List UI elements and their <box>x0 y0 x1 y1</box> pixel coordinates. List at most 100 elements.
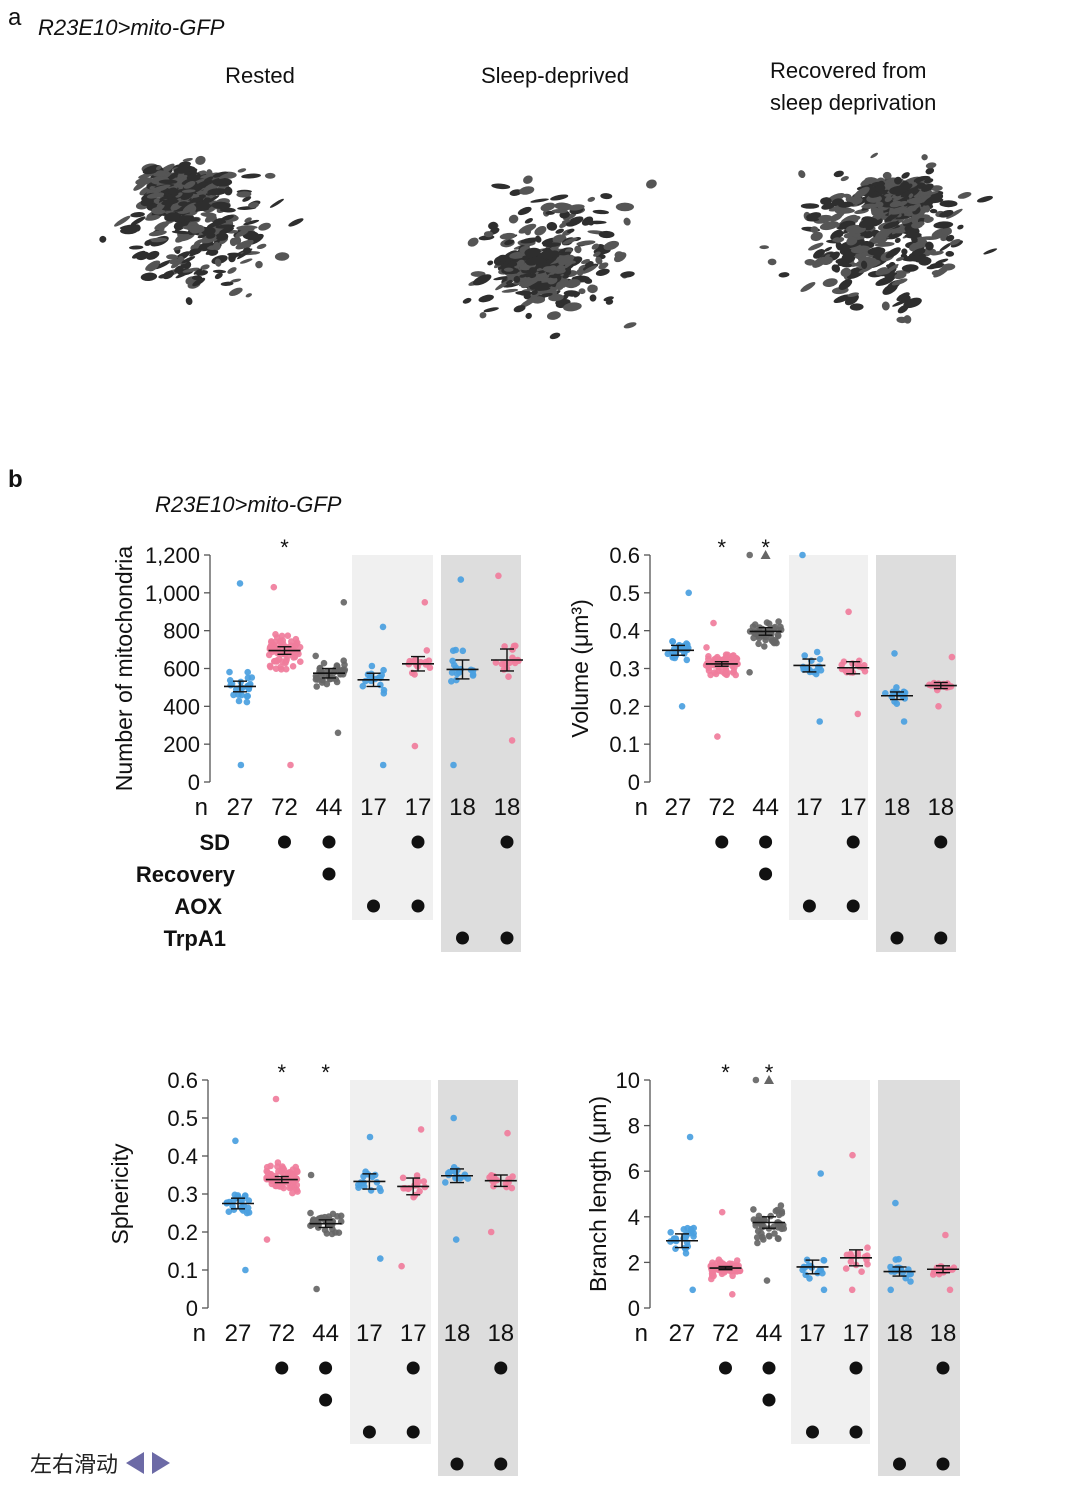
data-point <box>411 1182 418 1189</box>
mitochondrion-blob <box>132 250 146 259</box>
y-tick-label: 0.4 <box>609 619 640 644</box>
mitochondrion-blob <box>170 261 180 269</box>
data-point <box>242 1266 249 1274</box>
mitochondrion-blob <box>584 278 593 284</box>
mitochondrion-blob <box>220 214 234 221</box>
mitochondrion-blob <box>598 230 615 239</box>
data-point <box>340 657 348 664</box>
mitochondrion-blob <box>192 201 209 210</box>
data-point <box>313 683 321 690</box>
factor-dot <box>500 931 514 945</box>
factor-dot <box>934 835 948 849</box>
mitochondrion-blob <box>540 256 558 268</box>
mitochondrion-blob <box>831 231 844 238</box>
data-point <box>270 658 278 665</box>
mitochondrion-blob <box>114 215 131 227</box>
data-point <box>232 1137 239 1145</box>
mitochondrion-blob <box>939 200 958 208</box>
mitochondrion-blob <box>767 258 777 266</box>
mitochondrion-blob <box>623 322 637 329</box>
n-label: n <box>635 1320 648 1347</box>
data-point <box>235 697 243 705</box>
y-tick-label: 8 <box>628 1114 640 1139</box>
mitochondrion-blob <box>548 274 559 279</box>
mitochondrion-blob <box>819 221 840 231</box>
mitochondrion-blob <box>517 206 532 216</box>
mitochondrion-blob <box>211 201 231 210</box>
data-point <box>746 551 753 559</box>
mitochondrion-blob <box>483 307 499 313</box>
data-point <box>236 580 244 587</box>
data-point <box>672 1245 679 1252</box>
y-tick-label: 0.6 <box>167 1068 198 1093</box>
factor-dot <box>456 931 469 945</box>
mitochondrion-blob <box>546 311 561 320</box>
mitochondrion-blob <box>556 280 568 289</box>
factor-dot <box>759 867 773 881</box>
y-tick-label: 0 <box>628 1296 640 1321</box>
data-point <box>426 664 434 671</box>
swipe-nav: 左右滑动 <box>30 1447 171 1479</box>
mitochondrion-blob <box>144 239 152 246</box>
mitochondrion-blob <box>534 258 547 265</box>
y-tick-label: 10 <box>616 1068 640 1093</box>
data-point <box>703 644 710 651</box>
data-point <box>854 710 862 718</box>
mitochondrion-blob <box>206 169 213 178</box>
mitochondrion-blob <box>200 241 214 250</box>
mitochondrion-blob <box>166 187 178 195</box>
arrow-left-icon[interactable] <box>126 1452 145 1474</box>
data-point <box>263 1236 271 1243</box>
data-point <box>689 1286 696 1294</box>
data-point <box>421 599 429 606</box>
n-value: 18 <box>927 794 954 821</box>
n-value: 18 <box>449 794 476 821</box>
mitochondrion-blob <box>592 209 609 215</box>
mitochondrion-blob <box>207 248 219 256</box>
y-tick-label: 400 <box>163 694 200 719</box>
data-point <box>711 659 718 667</box>
data-point <box>334 729 342 737</box>
mitochondrion-blob <box>178 201 188 206</box>
mitochondrion-blob <box>561 219 571 224</box>
mitochondrion-blob <box>467 237 479 247</box>
mitochondrion-blob <box>236 191 252 198</box>
mitochondrion-blob <box>567 228 575 234</box>
n-value: 44 <box>316 794 343 821</box>
mitochondrion-blob <box>243 219 260 226</box>
data-point <box>442 1179 449 1186</box>
mitochondrion-blob <box>930 185 943 192</box>
mitochondrion-blob <box>154 221 170 231</box>
condition-sleep-deprived: Sleep-deprived <box>481 63 629 88</box>
mitochondrion-blob <box>478 294 494 303</box>
data-point <box>289 663 297 670</box>
data-point <box>360 1179 367 1186</box>
data-point <box>769 638 777 646</box>
data-point <box>718 1270 726 1278</box>
data-point <box>268 638 275 645</box>
factor-dot <box>762 1361 776 1375</box>
mitochondrion-blob <box>946 208 963 219</box>
data-point <box>817 1170 824 1177</box>
factor-label: SD <box>199 830 230 855</box>
shade-aox <box>791 1080 870 1444</box>
n-value: 17 <box>843 1320 870 1347</box>
data-point <box>683 656 691 664</box>
mitochondrion-blob <box>501 288 519 293</box>
mitochondrion-blob <box>161 199 179 206</box>
mitochondrion-blob <box>798 170 806 179</box>
mitochondrion-blob <box>513 275 521 283</box>
data-point <box>423 647 431 654</box>
data-point <box>669 638 677 645</box>
factor-label: Recovery <box>136 862 236 887</box>
factor-dot <box>275 1361 289 1375</box>
mitochondrion-blob <box>534 226 547 236</box>
data-point <box>379 623 387 631</box>
mitochondrion-blob <box>523 277 541 288</box>
mitochondrion-blob <box>542 242 561 248</box>
data-point <box>895 1255 902 1263</box>
data-point <box>763 619 771 626</box>
mitochondrion-blob <box>235 239 254 250</box>
mitochondrion-blob <box>945 250 955 257</box>
arrow-right-icon[interactable] <box>152 1452 171 1474</box>
